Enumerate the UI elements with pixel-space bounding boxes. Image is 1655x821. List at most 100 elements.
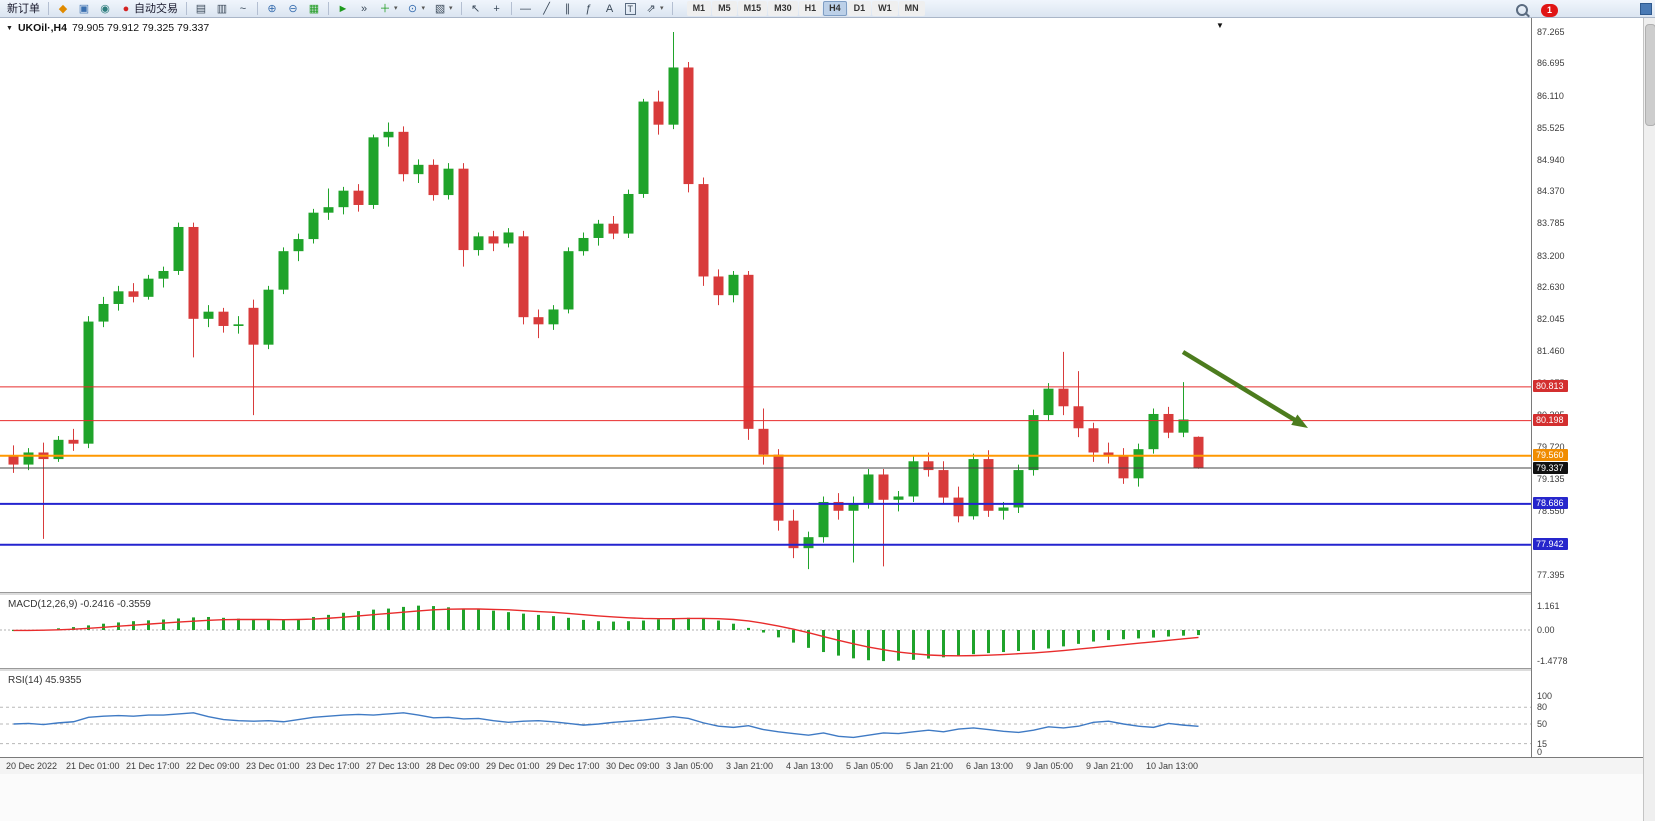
time-axis-label: 28 Dec 09:00 <box>426 761 480 771</box>
price-axis-label: 82.630 <box>1537 281 1565 292</box>
timeframe-button-m1[interactable]: M1 <box>686 1 712 16</box>
scrollbar-thumb[interactable] <box>1645 24 1655 126</box>
text-label-button[interactable]: T <box>621 1 641 17</box>
panel-splitter[interactable] <box>0 592 1643 596</box>
time-axis-label: 10 Jan 13:00 <box>1146 761 1199 771</box>
zoom-in-icon: ⊕ <box>267 2 277 15</box>
trendline-button[interactable]: ╱ <box>537 1 557 17</box>
candlestick-chart-button[interactable]: ▥ <box>212 1 232 17</box>
auto-scroll-icon: ► <box>337 2 349 15</box>
panel-corner-icon[interactable] <box>1640 3 1652 15</box>
timeframe-button-m5[interactable]: M5 <box>712 1 737 16</box>
timeframe-button-h1[interactable]: H1 <box>798 1 823 16</box>
auto-scroll-button[interactable]: ► <box>333 1 353 17</box>
navigator-button[interactable]: ◉ <box>95 1 115 17</box>
tile-windows-button[interactable]: ▦ <box>304 1 324 17</box>
periods-button[interactable]: ⊙ ▾ <box>403 1 430 17</box>
line-chart-icon: ~ <box>239 2 247 15</box>
cursor-button[interactable]: ↖ <box>466 1 486 17</box>
horizontal-line-button[interactable]: — <box>516 1 536 17</box>
price-axis-label: 84.370 <box>1537 186 1565 197</box>
price-axis-label: 77.395 <box>1537 569 1565 580</box>
toolbar-right-cluster: 1 <box>1512 2 1558 18</box>
macd-canvas[interactable] <box>0 596 1531 668</box>
indicators-icon: ＋ <box>379 2 391 15</box>
text-tool-icon: A <box>605 2 614 15</box>
rsi-axis-label: 15 <box>1537 738 1548 749</box>
price-axis-label: 86.110 <box>1537 90 1564 101</box>
shapes-button[interactable]: ⇗ ▾ <box>641 1 668 17</box>
tile-windows-icon: ▦ <box>308 2 320 15</box>
bar-chart-button[interactable]: ▤ <box>191 1 211 17</box>
time-axis-label: 9 Jan 05:00 <box>1026 761 1074 771</box>
time-axis-label: 30 Dec 09:00 <box>606 761 660 771</box>
price-axis-label: 86.695 <box>1537 58 1565 69</box>
templates-button[interactable]: ▧ ▾ <box>430 1 457 17</box>
text-tool-button[interactable]: A <box>600 1 620 17</box>
macd-signal-line <box>13 608 1199 657</box>
price-tag: 79.560 <box>1533 449 1568 462</box>
time-axis-label: 21 Dec 17:00 <box>126 761 180 771</box>
timeframe-button-m15[interactable]: M15 <box>737 1 768 16</box>
arrow-annotation <box>1181 350 1308 428</box>
indicators-button[interactable]: ＋ ▾ <box>375 1 402 17</box>
channel-icon: ∥ <box>564 2 571 15</box>
chart-shift-marker-icon[interactable]: ▼ <box>1216 21 1224 30</box>
vertical-scrollbar[interactable] <box>1643 18 1655 821</box>
time-axis-label: 27 Dec 13:00 <box>366 761 420 771</box>
notification-badge[interactable]: 1 <box>1541 3 1558 17</box>
timeframe-button-m30[interactable]: M30 <box>768 1 798 16</box>
crosshair-button[interactable]: + <box>487 1 507 17</box>
text-label-icon: T <box>624 2 637 15</box>
timeframe-button-w1[interactable]: W1 <box>872 1 898 16</box>
main-chart-canvas[interactable] <box>0 18 1531 592</box>
time-axis-label: 23 Dec 17:00 <box>306 761 360 771</box>
chevron-down-icon: ▾ <box>449 4 453 12</box>
profiles-button[interactable]: ▣ <box>74 1 94 17</box>
profiles-icon: ▣ <box>78 2 90 15</box>
price-tag: 79.337 <box>1533 461 1568 474</box>
horizontal-line-icon: — <box>520 2 532 15</box>
fibonacci-icon: ƒ <box>585 2 592 15</box>
timeframe-button-d1[interactable]: D1 <box>847 1 872 16</box>
rsi-canvas[interactable] <box>0 672 1531 757</box>
bar-chart-icon: ▤ <box>195 2 207 15</box>
price-axis-label: 84.940 <box>1537 154 1565 165</box>
channel-button[interactable]: ∥ <box>558 1 578 17</box>
time-axis-label: 6 Jan 13:00 <box>966 761 1014 771</box>
time-axis-label: 20 Dec 2022 <box>6 761 58 771</box>
chart-shift-button[interactable]: » <box>354 1 374 17</box>
crosshair-icon: + <box>493 2 500 15</box>
price-axis-label: 87.265 <box>1537 27 1565 37</box>
price-tag: 78.686 <box>1533 497 1568 510</box>
panel-splitter[interactable] <box>0 668 1643 672</box>
toolbar: 新订单 ◆ ▣ ◉ ● 自动交易 ▤ ▥ ~ ⊕ ⊖ ▦ ► » ＋ ▾ ⊙ <box>0 0 1655 18</box>
rsi-line <box>13 712 1199 739</box>
main-chart-panel[interactable]: ▼ UKOil·,H4 79.905 79.912 79.325 79.337 … <box>0 18 1531 592</box>
toolbar-separator <box>328 2 329 15</box>
fibonacci-button[interactable]: ƒ <box>579 1 599 17</box>
line-chart-button[interactable]: ~ <box>233 1 253 17</box>
hlines-layer <box>0 386 1531 546</box>
candles-layer <box>8 32 1204 570</box>
price-tag: 77.942 <box>1533 538 1568 551</box>
rsi-axis-label: 80 <box>1537 702 1548 713</box>
chart-title: ▼ UKOil·,H4 79.905 79.912 79.325 79.337 <box>6 22 209 34</box>
search-button[interactable] <box>1512 2 1532 18</box>
ohlc-values: 79.905 79.912 79.325 79.337 <box>71 22 210 34</box>
zoom-out-button[interactable]: ⊖ <box>283 1 303 17</box>
zoom-in-button[interactable]: ⊕ <box>262 1 282 17</box>
new-order-button[interactable]: 新订单 <box>3 1 44 17</box>
time-axis[interactable]: 20 Dec 2022 21 Dec 01:00 21 Dec 17:00 22 De… <box>0 757 1643 774</box>
rsi-panel[interactable]: RSI(14) 45.9355 <box>0 672 1531 757</box>
new-chart-button[interactable]: ◆ <box>53 1 73 17</box>
macd-axis-label: -1.4778 <box>1537 656 1568 667</box>
timeframe-button-mn[interactable]: MN <box>898 1 925 16</box>
macd-panel[interactable]: MACD(12,26,9) -0.2416 -0.3559 <box>0 596 1531 668</box>
chart-collapse-icon[interactable]: ▼ <box>6 24 13 32</box>
autotrading-button[interactable]: ● 自动交易 <box>116 1 182 17</box>
price-axis[interactable]: 87.265 86.695 86.110 85.525 84.940 84.370 83.7… <box>1531 18 1643 774</box>
rsi-axis-label: 50 <box>1537 719 1548 729</box>
timeframe-button-h4[interactable]: H4 <box>823 1 847 16</box>
candlestick-chart-icon: ▥ <box>216 2 228 15</box>
